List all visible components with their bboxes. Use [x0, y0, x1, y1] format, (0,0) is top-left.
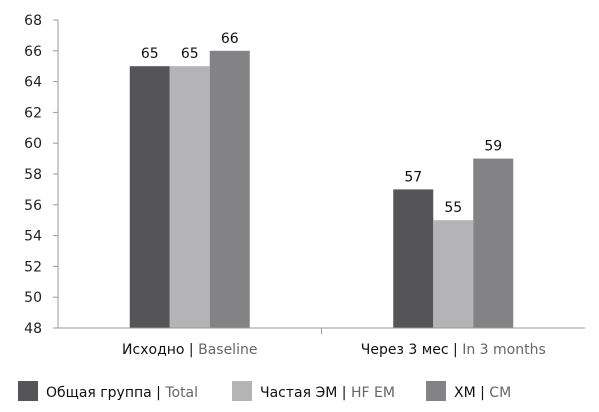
y-tick-label: 58 — [24, 167, 42, 183]
y-tick-label: 68 — [24, 13, 42, 29]
legend-swatch — [18, 381, 38, 401]
y-tick-label: 66 — [24, 44, 42, 60]
value-label: 65 — [181, 46, 199, 62]
legend-entry: Общая группа | Total — [46, 385, 198, 401]
y-axis: 48 50 52 54 56 58 60 62 64 66 68 — [24, 13, 59, 337]
y-tick-label: 48 — [24, 321, 42, 337]
value-label: 59 — [484, 139, 502, 155]
y-tick-label: 60 — [24, 136, 42, 152]
y-tick-label: 50 — [24, 290, 42, 306]
bar-2-3 — [473, 158, 514, 328]
value-label: 57 — [404, 169, 422, 185]
bar-2-2 — [433, 220, 474, 328]
y-tick-label: 52 — [24, 259, 42, 275]
value-label: 66 — [221, 31, 239, 47]
value-label-bg — [439, 196, 468, 217]
value-label: 65 — [141, 46, 159, 62]
value-label-bg — [135, 42, 164, 63]
y-tick-label: 54 — [24, 229, 42, 245]
x-axis: Исходно | Baseline Через 3 мес | In 3 mon… — [58, 327, 585, 358]
y-tick-label: 56 — [24, 198, 42, 214]
value-label-bg — [215, 26, 244, 47]
x-tick-label: Исходно | Baseline — [122, 342, 257, 358]
y-tick-label: 64 — [24, 75, 42, 91]
value-label-bg — [479, 134, 508, 155]
bar-2-1 — [393, 189, 434, 328]
legend-entry: ХМ | CM — [454, 385, 511, 401]
bars: 65 65 66 57 55 59 — [129, 26, 514, 329]
legend: Общая группа | Total Частая ЭМ | HF EM ХМ … — [18, 381, 511, 401]
bar-1-2 — [169, 66, 210, 328]
value-label-bg — [175, 42, 204, 63]
value-label-bg — [399, 165, 428, 186]
legend-swatch — [426, 381, 446, 401]
value-label: 55 — [444, 200, 462, 216]
x-tick-label: Через 3 мес | In 3 months — [361, 342, 546, 358]
y-tick-label: 62 — [24, 105, 42, 121]
bar-1-3 — [209, 50, 250, 329]
bar-1-1 — [129, 66, 170, 328]
legend-entry: Частая ЭМ | HF EM — [260, 385, 395, 401]
legend-swatch — [232, 381, 252, 401]
